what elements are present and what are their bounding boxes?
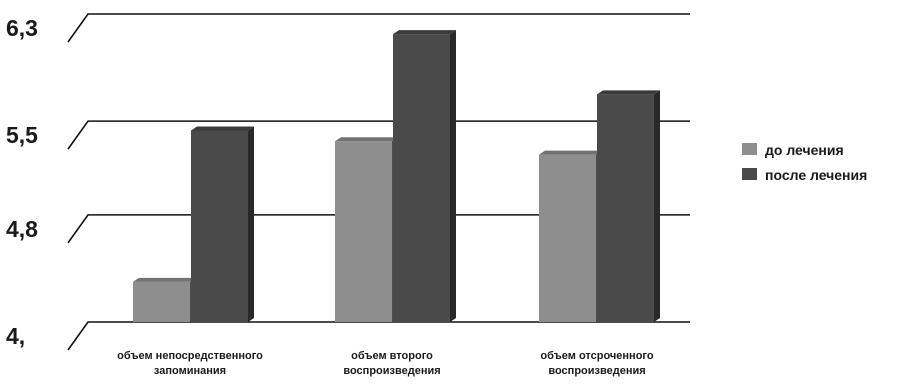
bar-1-0 <box>191 126 254 322</box>
y-tick-label-0: 4, <box>6 323 25 349</box>
y-axis-ticks: 4, 4,8 5,5 6,3 <box>6 15 38 349</box>
legend-label-0: до лечения <box>765 142 844 158</box>
legend-label-1: после лечения <box>765 167 867 183</box>
legend: до лечения после лечения <box>742 142 867 183</box>
legend-swatch-1 <box>742 168 757 180</box>
y-tick-label-2: 5,5 <box>6 122 38 148</box>
grid-line-2 <box>67 120 690 150</box>
category-label-2: объем отсроченного воспроизведения <box>540 350 653 377</box>
grid-line-0 <box>67 321 690 351</box>
category-labels: объем непосредственного запоминания объем … <box>117 350 654 377</box>
grid-line-3 <box>67 13 690 43</box>
bar-0-0 <box>133 277 196 322</box>
bar-0-1 <box>335 137 398 322</box>
bar-0-2 <box>539 150 602 322</box>
y-tick-label-3: 6,3 <box>6 15 38 41</box>
grid-line-1 <box>67 214 690 244</box>
grid-lines <box>67 13 690 351</box>
bar-1-2 <box>597 90 660 322</box>
bars <box>133 30 660 323</box>
y-tick-label-1: 4,8 <box>6 216 38 242</box>
category-label-0: объем непосредственного запоминания <box>117 350 263 377</box>
legend-swatch-0 <box>742 143 757 155</box>
bar-1-1 <box>393 30 456 323</box>
category-label-1: объем второго воспроизведения <box>343 350 440 377</box>
